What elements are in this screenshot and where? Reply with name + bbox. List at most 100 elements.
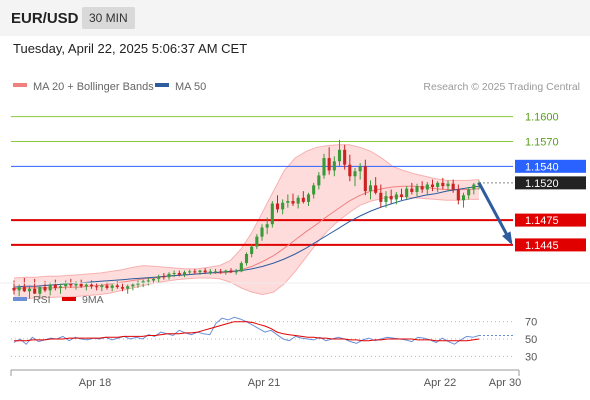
candle [296, 195, 300, 209]
candle-body [110, 285, 114, 288]
candle [410, 182, 414, 195]
candle-body [436, 182, 440, 187]
candle-body [146, 280, 150, 282]
candle [120, 283, 125, 292]
candle-body [358, 166, 362, 172]
candle-body [260, 227, 264, 237]
interval-badge[interactable]: 30 MIN [82, 7, 135, 29]
candle-body [151, 278, 156, 281]
candle-body [115, 285, 119, 288]
price-plot-area: 1.1600 1.1570 1.1540 1.1520 1.1475 1.1445 [11, 112, 586, 300]
candle-body [451, 183, 455, 190]
candle-body [224, 270, 228, 273]
candle-body [234, 271, 238, 273]
candle-body [250, 246, 254, 255]
candle [255, 234, 259, 250]
rsi-level-30-label: 30 [525, 351, 537, 363]
candle [436, 181, 440, 192]
candle-body [244, 254, 249, 264]
candle-body [389, 196, 393, 200]
candle [146, 278, 150, 286]
candle-body [69, 282, 73, 286]
candle-body [410, 188, 414, 192]
chart-datetime: Tuesday, April 22, 2025 5:06:37 AM CET [13, 41, 248, 56]
candle-body [239, 263, 243, 272]
candle [332, 156, 336, 177]
candle [363, 159, 367, 196]
candle [327, 147, 331, 175]
candle [167, 272, 171, 280]
rsi-legend-label: RSI [33, 294, 51, 306]
candle [17, 284, 21, 297]
candle [348, 154, 352, 182]
candle-body [136, 282, 140, 285]
candle-body [301, 197, 305, 202]
candle [53, 279, 57, 291]
rsi-ma9-line [14, 321, 480, 342]
candle-body [33, 288, 37, 294]
x-tick-label-apr22: Apr 22 [424, 377, 456, 389]
candle [265, 217, 269, 235]
candle-body [22, 287, 26, 292]
candle [84, 282, 88, 291]
level-1-1445-label: 1.1445 [525, 240, 559, 252]
candle [110, 283, 114, 292]
candle-body [405, 188, 409, 197]
candle [461, 192, 466, 208]
candle-body [120, 287, 125, 289]
candle [456, 184, 460, 205]
candle [322, 153, 326, 179]
candle-body [12, 287, 16, 291]
bollinger-upper-line [13, 144, 480, 279]
candle-body [48, 284, 52, 291]
candle [229, 268, 233, 274]
candle-body [43, 287, 47, 291]
ma20-legend-label: MA 20 + Bollinger Bands [33, 81, 154, 93]
rsi-level-lines: 70 50 30 [11, 317, 537, 363]
level-1-1540-label: 1.1540 [525, 161, 559, 173]
candle-body [456, 189, 460, 201]
candle [27, 285, 32, 299]
ma50-legend-swatch [155, 83, 169, 87]
candle-body [322, 158, 326, 176]
ma20-legend-swatch [13, 83, 27, 87]
candle [213, 268, 218, 274]
chart-header: EUR/USD 30 MIN [0, 0, 590, 36]
candle-body [296, 197, 300, 204]
candle-body [425, 184, 429, 190]
candle-body [27, 288, 32, 292]
candle [219, 268, 223, 274]
candle-body [343, 149, 347, 165]
candle-body [188, 271, 192, 273]
candle-body [198, 270, 202, 273]
candle [224, 269, 228, 275]
candle [343, 144, 347, 170]
candle-body [64, 282, 68, 287]
candle [286, 194, 290, 208]
forecast-arrow-head [502, 231, 513, 246]
candle [193, 268, 197, 274]
candle [379, 184, 383, 208]
candle-body [312, 185, 316, 195]
candle [446, 180, 450, 192]
candle-body [332, 161, 336, 171]
candle-body [203, 270, 207, 273]
candle-body [306, 194, 311, 202]
candle-body [177, 273, 181, 275]
candle [203, 268, 207, 274]
candle-body [141, 281, 145, 283]
candle [337, 139, 342, 167]
candle [291, 193, 295, 207]
candle [208, 268, 212, 275]
candle-body [415, 186, 419, 192]
candle-body [467, 189, 471, 196]
candle [182, 270, 187, 278]
candle [374, 177, 378, 195]
candle-body [53, 284, 57, 288]
x-tick-label-apr21: Apr 21 [248, 377, 280, 389]
candle [239, 261, 243, 273]
candle-body [182, 272, 187, 275]
level-price-labels: 1.1600 1.1570 1.1540 1.1520 1.1475 1.1445 [515, 112, 586, 252]
candle [64, 280, 68, 290]
candle-body [353, 171, 357, 177]
